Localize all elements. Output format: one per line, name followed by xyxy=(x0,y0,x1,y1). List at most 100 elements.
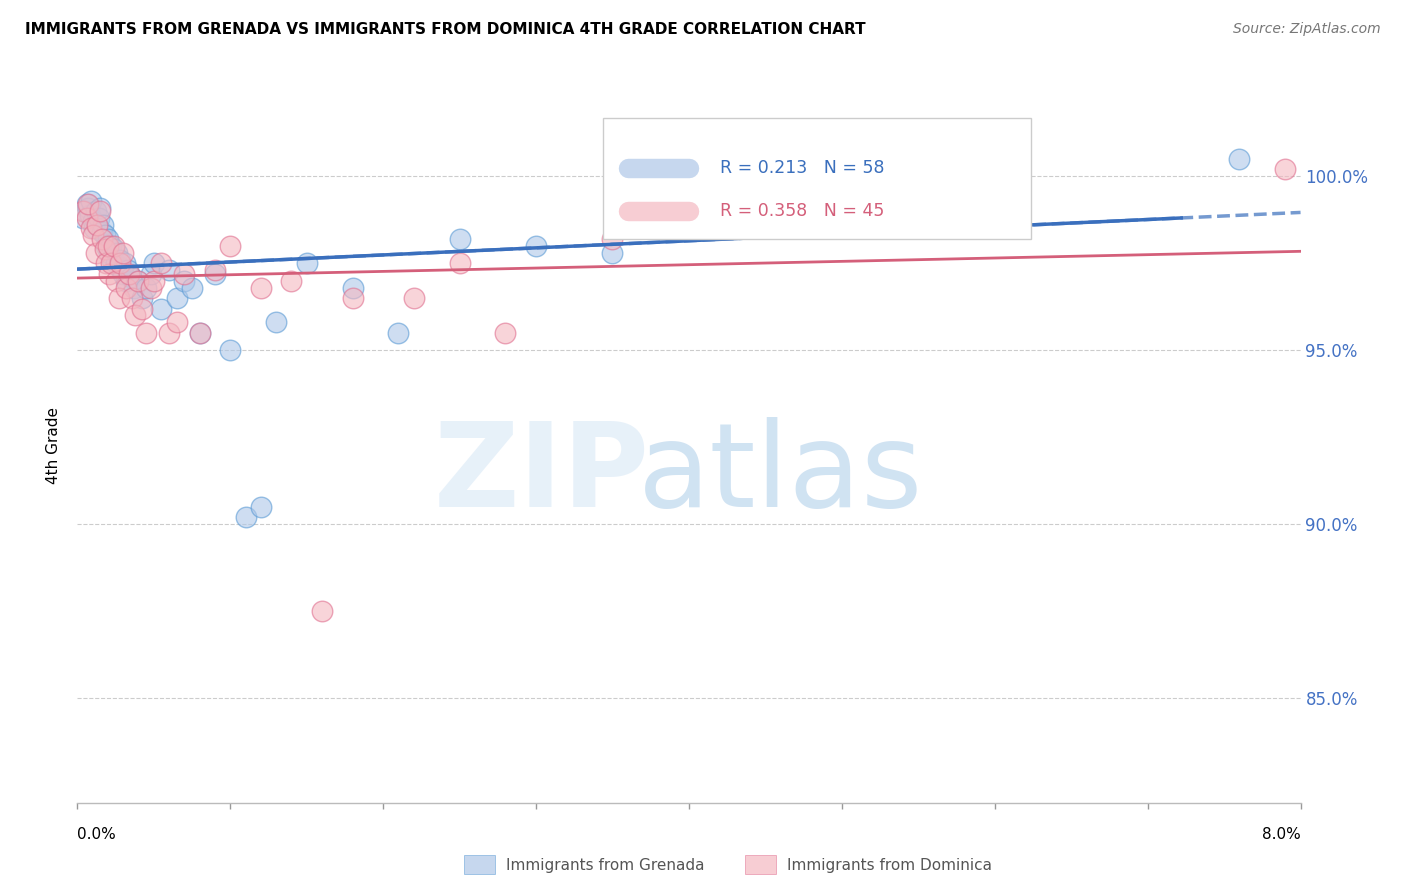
Point xyxy=(100,239,122,253)
Point xyxy=(87,211,110,225)
Point xyxy=(120,270,142,285)
Point xyxy=(77,197,100,211)
Text: IMMIGRANTS FROM GRENADA VS IMMIGRANTS FROM DOMINICA 4TH GRADE CORRELATION CHART: IMMIGRANTS FROM GRENADA VS IMMIGRANTS FR… xyxy=(25,22,866,37)
Point xyxy=(79,207,101,221)
Point xyxy=(402,291,425,305)
Point xyxy=(150,301,173,316)
Point xyxy=(235,510,257,524)
Point xyxy=(105,245,128,260)
Point xyxy=(103,239,125,253)
Point xyxy=(124,309,146,323)
Point xyxy=(678,186,700,201)
Point xyxy=(103,243,125,257)
Point xyxy=(122,280,145,294)
Point xyxy=(96,256,118,270)
Point xyxy=(115,280,138,294)
Point xyxy=(114,256,136,270)
Point xyxy=(98,267,121,281)
Point xyxy=(84,204,107,219)
Point xyxy=(342,291,364,305)
Point xyxy=(96,239,118,253)
Point xyxy=(89,204,111,219)
Point xyxy=(86,218,108,232)
Point xyxy=(90,225,112,239)
Point xyxy=(76,197,98,211)
Point xyxy=(449,232,471,246)
Point xyxy=(157,326,180,340)
Text: R = 0.358   N = 45: R = 0.358 N = 45 xyxy=(720,202,884,219)
Point xyxy=(72,211,94,225)
Point xyxy=(800,179,823,194)
Text: 8.0%: 8.0% xyxy=(1261,827,1301,842)
Point xyxy=(188,326,211,340)
Point xyxy=(204,263,226,277)
Point xyxy=(204,267,226,281)
Text: Source: ZipAtlas.com: Source: ZipAtlas.com xyxy=(1233,22,1381,37)
Point xyxy=(121,291,143,305)
Point xyxy=(142,274,165,288)
Point xyxy=(250,500,273,514)
Point xyxy=(104,274,127,288)
Point xyxy=(104,256,127,270)
Text: R = 0.213   N = 58: R = 0.213 N = 58 xyxy=(720,159,884,177)
Point xyxy=(84,245,107,260)
Point xyxy=(101,252,124,267)
Point xyxy=(117,263,139,277)
Point xyxy=(100,256,122,270)
Point xyxy=(280,274,302,288)
Point xyxy=(188,326,211,340)
Point xyxy=(495,326,517,340)
Point xyxy=(128,274,150,288)
Y-axis label: 4th Grade: 4th Grade xyxy=(46,408,62,484)
Point xyxy=(1274,162,1296,177)
Point xyxy=(112,245,135,260)
Point xyxy=(131,291,153,305)
Point xyxy=(250,280,273,294)
Point xyxy=(311,604,333,618)
Point xyxy=(72,204,94,219)
Point xyxy=(135,280,157,294)
Point xyxy=(602,232,624,246)
Point xyxy=(94,243,117,257)
Point xyxy=(157,263,180,277)
Point xyxy=(89,201,111,215)
Point xyxy=(1229,152,1251,166)
Point xyxy=(94,228,117,243)
Point xyxy=(111,263,134,277)
Point xyxy=(90,232,112,246)
Point xyxy=(142,256,165,270)
Point xyxy=(112,267,135,281)
Point xyxy=(80,221,103,235)
Point xyxy=(128,274,150,288)
FancyBboxPatch shape xyxy=(603,118,1032,239)
Point xyxy=(219,239,242,253)
Point xyxy=(166,315,188,329)
Point xyxy=(77,201,100,215)
Point xyxy=(139,280,162,294)
Text: atlas: atlas xyxy=(638,417,924,532)
Point xyxy=(295,256,318,270)
Point xyxy=(173,267,195,281)
Text: 0.0%: 0.0% xyxy=(77,827,117,842)
Point xyxy=(602,245,624,260)
Point xyxy=(82,214,104,228)
Point xyxy=(76,211,98,225)
Point xyxy=(73,204,96,219)
Point xyxy=(219,343,242,358)
Point xyxy=(115,274,138,288)
Text: Immigrants from Dominica: Immigrants from Dominica xyxy=(787,858,993,872)
Point xyxy=(82,228,104,243)
Point xyxy=(387,326,409,340)
Point xyxy=(907,186,929,201)
Point xyxy=(80,194,103,208)
Point xyxy=(139,267,162,281)
Point xyxy=(97,232,120,246)
Point xyxy=(91,218,114,232)
Point xyxy=(108,256,131,270)
Point xyxy=(107,260,129,274)
Text: ZIP: ZIP xyxy=(434,417,650,532)
Point xyxy=(524,239,547,253)
Text: Immigrants from Grenada: Immigrants from Grenada xyxy=(506,858,704,872)
Point xyxy=(181,280,204,294)
Point xyxy=(83,221,105,235)
